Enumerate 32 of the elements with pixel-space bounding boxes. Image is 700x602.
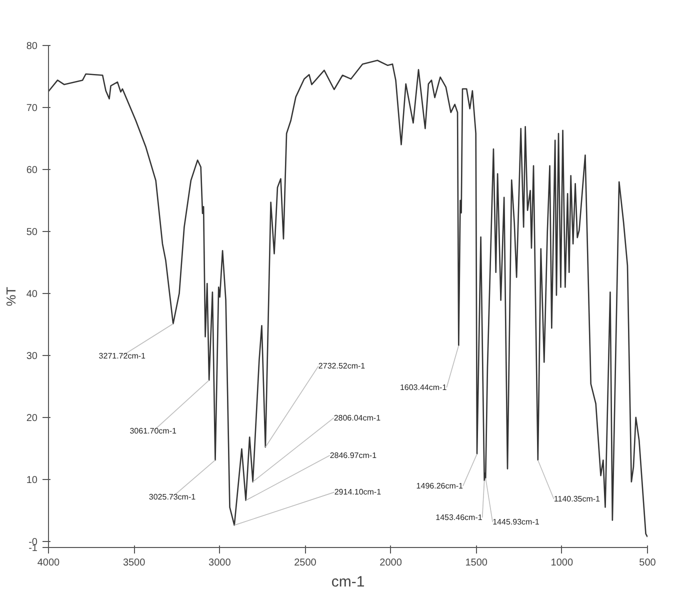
annotation: 3025.73cm-1 bbox=[148, 492, 196, 502]
y-tick-label: 10 bbox=[26, 474, 38, 486]
x-tick-label: 2000 bbox=[380, 558, 402, 568]
y-tick-label: -1 bbox=[28, 543, 38, 554]
y-tick-label: 70 bbox=[26, 102, 38, 114]
x-tick-label: 1500 bbox=[465, 558, 488, 568]
x-tick-label: 3500 bbox=[122, 558, 146, 568]
annotation: 2806.04cm-1 bbox=[334, 413, 382, 422]
annotation: 2914.10cm-1 bbox=[334, 488, 382, 497]
annotation: 1496.26cm-1 bbox=[416, 481, 464, 490]
annotation: 1445.93cm-1 bbox=[492, 518, 540, 527]
x-tick-label: 500 bbox=[639, 558, 656, 568]
annotation: 1140.35cm-1 bbox=[554, 494, 601, 504]
x-tick-label: 1000 bbox=[550, 558, 574, 568]
x-tick-label: 2500 bbox=[294, 558, 317, 568]
y-tick-label: 60 bbox=[26, 164, 38, 176]
annotation: 2846.97cm-1 bbox=[330, 450, 378, 460]
annotation: 1453.46cm-1 bbox=[436, 513, 483, 522]
x-axis-title: cm-1 bbox=[331, 574, 365, 590]
y-axis-title: %T bbox=[3, 286, 18, 306]
y-tick-label: 40 bbox=[26, 288, 38, 300]
y-tick-label: 50 bbox=[26, 226, 38, 238]
x-tick-label: 4000 bbox=[37, 558, 60, 568]
annotation: 3061.70cm-1 bbox=[130, 426, 177, 436]
annotation: 2732.52cm-1 bbox=[318, 362, 366, 371]
annotation: 3271.72cm-1 bbox=[98, 351, 146, 360]
y-tick-label: 80 bbox=[26, 41, 38, 52]
y-tick-label: 20 bbox=[26, 412, 38, 424]
annotation: 1603.44cm-1 bbox=[400, 382, 448, 392]
line-series bbox=[48, 60, 648, 538]
y-tick-label: 30 bbox=[26, 350, 38, 362]
x-tick-label: 3000 bbox=[208, 558, 232, 568]
